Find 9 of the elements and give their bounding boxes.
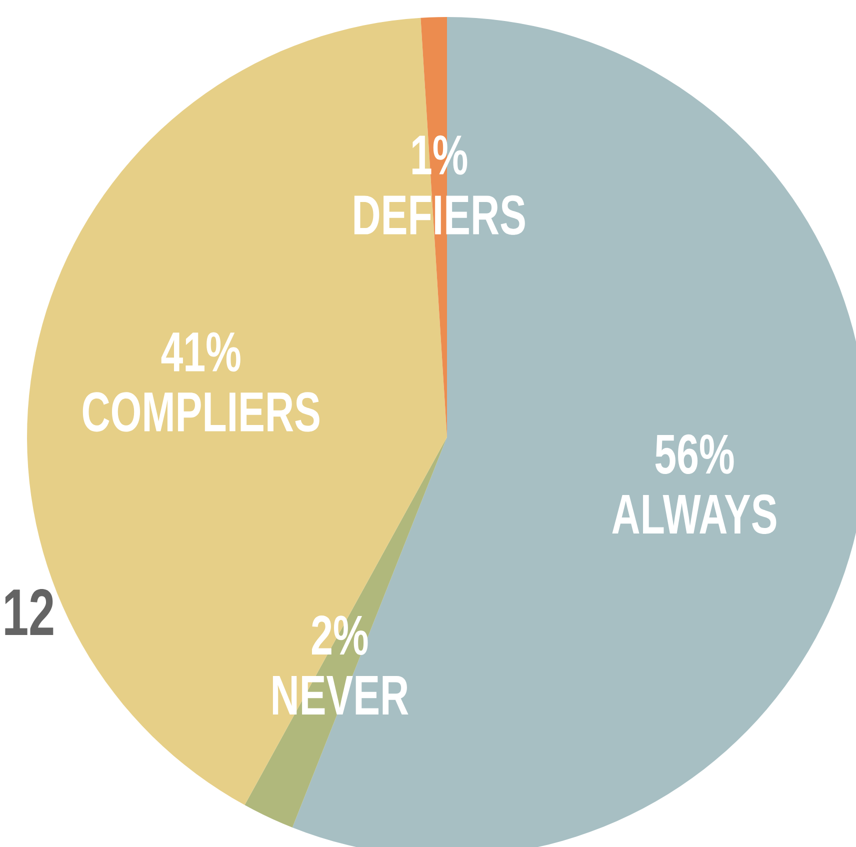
slice-label: DEFIERS bbox=[354, 195, 525, 235]
slice-label: NEVER bbox=[272, 676, 408, 715]
data-label: 56% bbox=[655, 434, 734, 474]
data-label: 2% bbox=[312, 615, 368, 655]
data-label: 41% bbox=[161, 332, 240, 372]
text: 12 bbox=[5, 588, 54, 636]
slice-label: COMPLIERS bbox=[82, 392, 320, 432]
slice-label: ALWAYS bbox=[612, 494, 776, 534]
data-label: 1% bbox=[412, 135, 468, 175]
